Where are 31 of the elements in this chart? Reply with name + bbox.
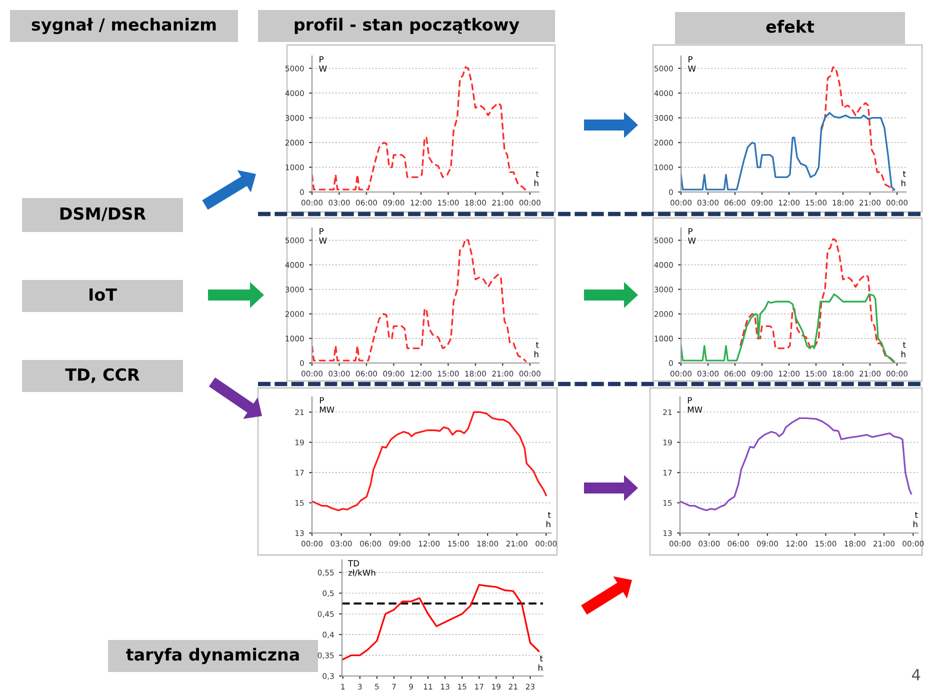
y-axis-title: P W xyxy=(688,56,696,72)
y-axis-title: P W xyxy=(319,56,327,72)
text: profil - stan początkowy xyxy=(294,18,520,34)
line-series xyxy=(820,66,894,192)
line-series xyxy=(681,112,896,190)
x-axis-title: t h xyxy=(913,512,918,528)
y-axis-title: TD zł/kWh xyxy=(348,560,376,576)
x-axis-title: t h xyxy=(901,342,906,358)
line-series xyxy=(312,238,528,363)
text: taryfa dynamiczna xyxy=(126,648,299,664)
text: sygnał / mechanizm xyxy=(32,18,216,34)
x-axis-title: t h xyxy=(901,171,906,186)
line-series xyxy=(342,584,540,660)
text: DSM/DSR xyxy=(60,207,146,222)
y-axis-title: P W xyxy=(319,228,327,244)
x-axis-title: t h xyxy=(534,342,539,358)
x-axis-title: t h xyxy=(546,512,551,528)
line-series xyxy=(680,417,912,512)
line-series xyxy=(312,411,547,512)
x-axis-title: t h xyxy=(538,656,543,671)
text: efekt xyxy=(766,20,814,33)
text: TD, CCR xyxy=(65,368,140,383)
x-axis-title: t h xyxy=(534,171,539,186)
text: 4 xyxy=(912,669,920,680)
line-series xyxy=(312,66,528,192)
line-series xyxy=(740,238,894,363)
text: IoT xyxy=(90,288,117,301)
y-axis-title: P MW xyxy=(320,397,334,413)
y-axis-title: P W xyxy=(688,228,696,244)
y-axis-title: P MW xyxy=(688,397,702,413)
line-series xyxy=(681,293,896,363)
